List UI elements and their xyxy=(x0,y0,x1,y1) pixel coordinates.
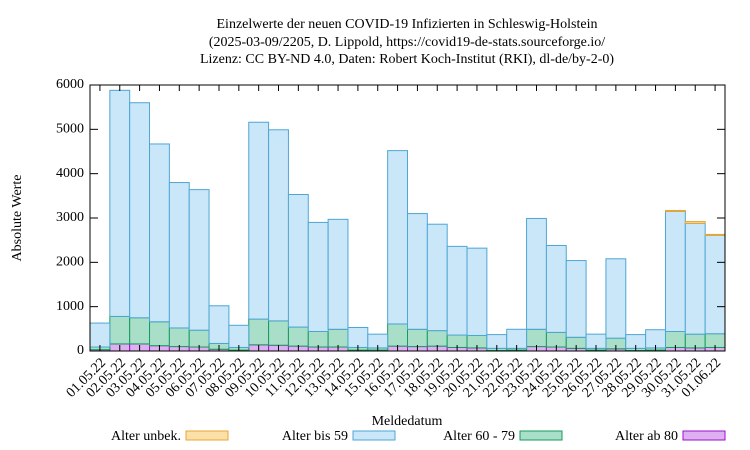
bar xyxy=(89,322,111,348)
bar xyxy=(605,258,627,339)
y-tick-label: 1000 xyxy=(56,299,84,314)
y-axis-label: Absolute Werte xyxy=(10,175,25,262)
bar xyxy=(565,260,587,338)
bar xyxy=(446,245,468,336)
bar xyxy=(228,324,250,348)
bar xyxy=(545,244,567,333)
bar xyxy=(704,233,726,236)
bar xyxy=(129,317,151,345)
legend-label: Alter 60 - 79 xyxy=(443,429,515,444)
bar xyxy=(664,209,686,212)
legend-swatch xyxy=(185,430,229,441)
legend-swatch xyxy=(682,430,726,441)
bar xyxy=(168,182,190,329)
legend-label: Alter ab 80 xyxy=(615,429,678,444)
bar xyxy=(684,222,706,335)
y-tick-label: 4000 xyxy=(56,166,84,181)
bar xyxy=(407,328,428,348)
bar xyxy=(109,89,131,317)
legend-label: Alter bis 59 xyxy=(282,429,348,444)
bar xyxy=(287,326,309,347)
bar xyxy=(526,328,547,348)
bar xyxy=(109,315,131,345)
bar xyxy=(208,305,230,344)
y-tick-label: 5000 xyxy=(56,122,84,137)
y-tick-label: 6000 xyxy=(56,77,84,92)
bar xyxy=(307,221,329,332)
bar xyxy=(387,150,408,325)
bar xyxy=(129,102,151,319)
bar xyxy=(327,328,349,348)
x-axis-label: Meldedatum xyxy=(372,414,443,429)
bar xyxy=(407,213,428,330)
bar xyxy=(387,323,408,347)
bar xyxy=(704,234,726,335)
bar xyxy=(168,327,190,348)
bar xyxy=(268,320,289,346)
bar xyxy=(545,331,567,348)
chart-title: Einzelwerte der neuen COVID-19 Infiziert… xyxy=(217,17,598,32)
y-tick-label: 0 xyxy=(77,343,84,358)
bar xyxy=(287,194,309,328)
bar xyxy=(526,217,547,330)
chart-subtitle: (2025-03-09/2205, D. Lippold, https://co… xyxy=(209,35,605,50)
bar xyxy=(426,330,448,347)
bar xyxy=(188,329,210,348)
bar xyxy=(307,330,329,348)
legend-swatch xyxy=(352,430,396,441)
bar xyxy=(664,210,686,332)
legend-label: Alter unbek. xyxy=(111,429,181,444)
bar xyxy=(248,318,270,346)
bar xyxy=(188,189,210,331)
y-tick-label: 2000 xyxy=(56,255,84,270)
bar xyxy=(426,223,448,332)
bar xyxy=(248,121,270,320)
bar xyxy=(684,221,706,224)
bar xyxy=(268,129,289,322)
legend-swatch xyxy=(519,430,563,441)
bar xyxy=(149,321,170,347)
bar xyxy=(466,247,488,336)
y-tick-label: 3000 xyxy=(56,210,84,225)
chart-subtitle: Lizenz: CC BY-ND 4.0, Daten: Robert Koch… xyxy=(200,52,614,67)
bar xyxy=(149,143,170,323)
bar xyxy=(347,327,369,348)
bar xyxy=(327,218,349,330)
